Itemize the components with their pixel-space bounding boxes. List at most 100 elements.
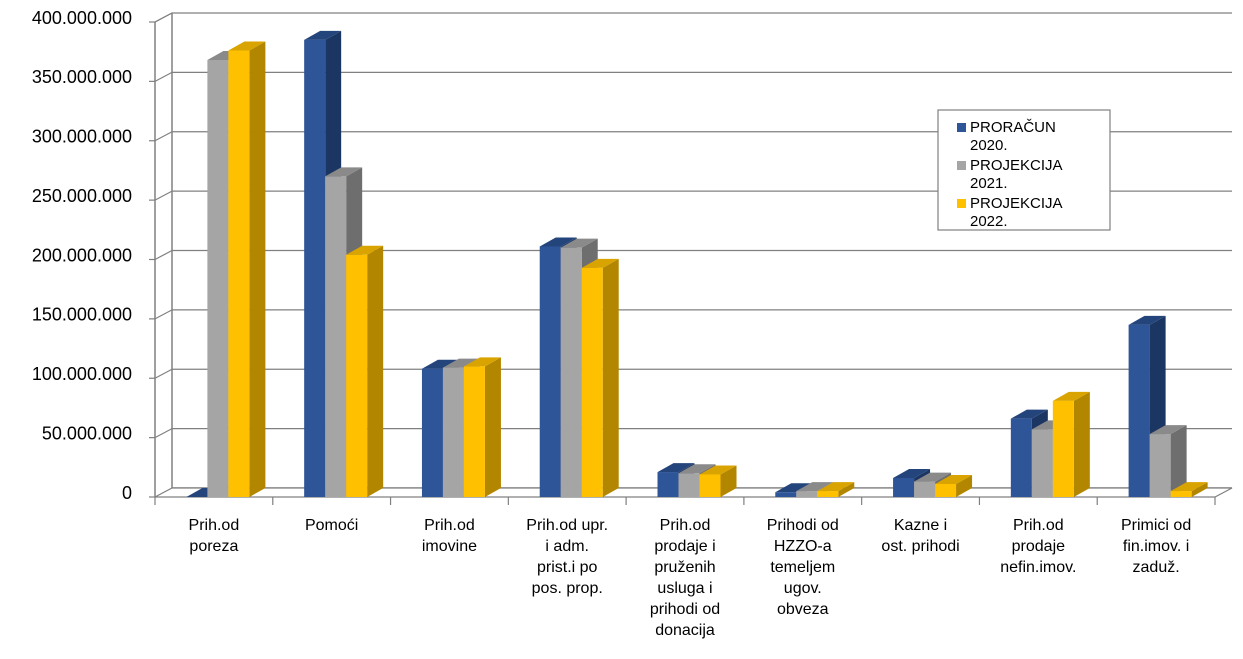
y-tick-label: 50.000.000 <box>42 423 132 443</box>
bar-side <box>838 482 855 497</box>
bar-front <box>325 176 347 497</box>
bar-side <box>720 465 737 497</box>
bar <box>699 465 737 497</box>
bar-top <box>228 41 266 51</box>
bar-top <box>657 463 695 473</box>
legend-item: PRORAČUN 2020. <box>957 119 1056 154</box>
bar-front <box>228 50 250 497</box>
bar-front <box>1052 400 1074 497</box>
bar-front <box>581 267 603 497</box>
y-tick-label: 350.000.000 <box>32 67 132 87</box>
bar-front <box>775 492 797 497</box>
x-category-label: Kazne i ost. prihodi <box>881 517 959 555</box>
bar-top <box>1052 391 1090 401</box>
y-tick-label: 150.000.000 <box>32 305 132 325</box>
gridline-side <box>154 190 173 201</box>
bars <box>186 30 1208 497</box>
bar-top <box>325 167 363 177</box>
x-category-label: Prihodi od HZZO-a temeljem ugov. obveza <box>767 517 839 618</box>
bar <box>1149 425 1187 497</box>
bar-top <box>1170 482 1208 492</box>
gridline-side <box>154 249 173 261</box>
gridline-side <box>154 131 173 142</box>
bar-side <box>249 41 266 497</box>
bar-front <box>207 60 229 497</box>
bar-front <box>796 491 818 497</box>
bar-front <box>1031 429 1053 497</box>
bar <box>346 245 384 497</box>
bar-top <box>304 30 342 40</box>
bar-front <box>914 481 936 497</box>
x-category-label: Primici od fin.imov. i zaduž. <box>1121 517 1191 576</box>
y-tick-label: 300.000.000 <box>32 127 132 147</box>
x-category-label: Prih.od imovine <box>422 517 477 555</box>
bar-front <box>463 366 485 497</box>
legend-swatch <box>957 161 966 170</box>
bar <box>463 357 501 497</box>
bar-top <box>1010 409 1048 419</box>
bar-front <box>442 367 464 497</box>
bar-top <box>678 464 716 474</box>
bar-front <box>1170 491 1192 497</box>
bar-top <box>775 483 813 493</box>
bar-top <box>893 469 931 478</box>
bar-side <box>1170 425 1187 497</box>
x-category-label: Prih.od prodaje i pruženih usluga i prihodi … <box>650 517 720 639</box>
bar <box>1052 391 1090 497</box>
y-tick-label: 0 <box>122 483 132 503</box>
gridline-side <box>154 428 173 439</box>
bar-top <box>421 359 459 369</box>
bar-top <box>346 245 384 255</box>
legend-label: PRORAČUN 2020. <box>970 119 1056 154</box>
bar <box>935 474 973 497</box>
legend-swatch <box>957 199 966 208</box>
legend-swatch <box>957 123 966 132</box>
gridline-side <box>154 12 173 23</box>
bar-front <box>817 491 839 497</box>
bar-side <box>956 474 973 497</box>
bar-front <box>678 473 700 497</box>
bar-front <box>935 483 957 497</box>
gridline-side <box>154 368 173 379</box>
gridline-side <box>154 309 173 320</box>
bar <box>1170 482 1208 497</box>
bar-top <box>1128 315 1166 325</box>
bar <box>817 482 855 497</box>
bar-front <box>1149 434 1171 497</box>
bar <box>228 41 266 497</box>
x-category-label: Prih.od poreza <box>189 517 240 555</box>
bar-top <box>935 474 973 484</box>
bar-top <box>914 472 952 482</box>
bar-top <box>463 357 501 367</box>
legend-label: PROJEKCIJA 2022. <box>970 195 1063 230</box>
bar-top <box>1149 425 1187 435</box>
bar-side <box>367 245 384 497</box>
bar-front <box>539 246 561 497</box>
x-category-label: Pomoći <box>305 517 358 534</box>
y-tick-label: 400.000.000 <box>32 8 132 28</box>
bar <box>581 258 619 497</box>
legend-label: PROJEKCIJA 2021. <box>970 157 1063 192</box>
y-axis: 400.000.000 350.000.000 300.000.000 250.000… <box>32 8 155 503</box>
bar-side <box>602 258 619 497</box>
bar-front <box>560 247 582 497</box>
x-category-label: Prih.od prodaje nefin.imov. <box>1000 517 1076 576</box>
bar-top <box>560 238 598 248</box>
legend-item: PROJEKCIJA 2021. <box>957 157 1063 192</box>
bar-side <box>1073 391 1090 497</box>
y-tick-label: 100.000.000 <box>32 364 132 384</box>
bar-top <box>817 482 855 492</box>
bar-front <box>421 368 443 497</box>
legend-item: PROJEKCIJA 2022. <box>957 195 1063 230</box>
legend: PRORAČUN 2020.PROJEKCIJA 2021.PROJEKCIJA 20… <box>937 109 1111 231</box>
bar-front <box>657 472 679 497</box>
x-category-label: Prih.od upr. i adm. prist.i po pos. prop. <box>526 517 608 597</box>
y-tick-label: 250.000.000 <box>32 186 132 206</box>
bar-front <box>699 474 721 497</box>
bar-front <box>304 39 326 497</box>
bar-side <box>1191 482 1208 497</box>
bar-top <box>796 482 834 492</box>
bar-side <box>484 357 501 497</box>
bar-front <box>1010 418 1032 497</box>
